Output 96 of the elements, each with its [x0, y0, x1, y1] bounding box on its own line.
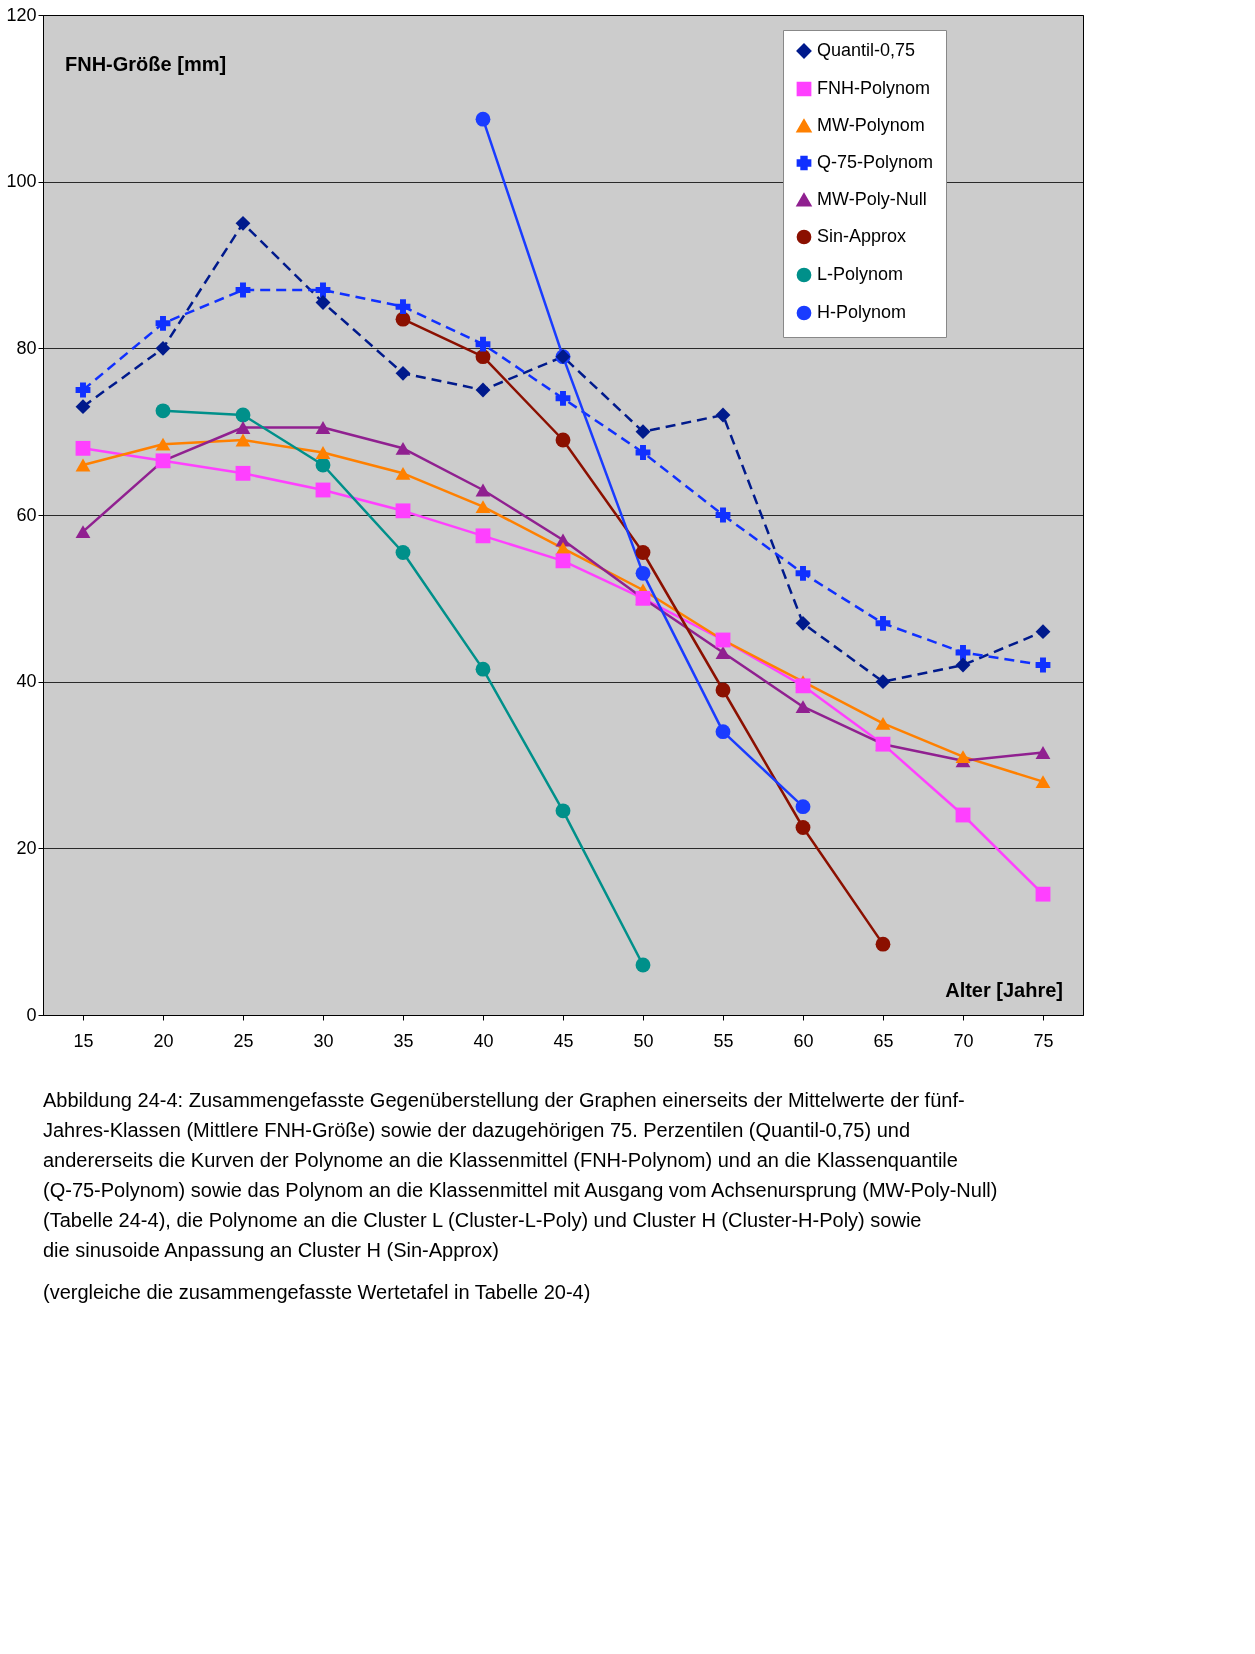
legend-label: Sin-Approx	[817, 226, 907, 246]
point	[235, 407, 251, 423]
point	[955, 657, 971, 673]
x-tick-label: 45	[553, 1030, 574, 1051]
point	[635, 565, 651, 581]
x-tick-label: 70	[953, 1030, 974, 1051]
point	[475, 111, 491, 127]
point	[75, 399, 91, 415]
legend-label: H-Polynom	[817, 302, 907, 322]
point	[155, 315, 171, 331]
point	[75, 440, 91, 456]
point	[715, 682, 731, 698]
point	[795, 799, 811, 815]
point	[75, 382, 91, 398]
point	[955, 750, 971, 764]
point	[795, 820, 811, 835]
point	[1035, 775, 1051, 789]
point	[555, 390, 571, 406]
point	[875, 936, 891, 952]
text: (vergleiche die zusammengefasste Wertetafel in Tabelle 20-4)	[43, 1281, 591, 1303]
legend-label: Quantil-0,75	[817, 40, 916, 60]
point	[795, 565, 811, 581]
point	[75, 525, 91, 539]
point	[555, 803, 571, 819]
point	[795, 678, 811, 694]
point	[475, 483, 491, 497]
point	[315, 446, 331, 459]
legend-label: L-Polynom	[817, 264, 904, 284]
x-tick-label: 60	[793, 1030, 814, 1051]
point	[395, 441, 411, 455]
point	[715, 646, 731, 659]
legend-label: MW-Poly-Null	[817, 189, 927, 209]
point	[715, 507, 731, 523]
point	[75, 458, 91, 472]
legend-label: MW-Polynom	[817, 115, 925, 135]
text: Abbildung 24-4: Zusammengefasste Gegenüberstellung der Graphen einerseits der Mittelwerte der fünf-Jahres-Klassen (Mittlere FNH-Größe) sowie der dazugehörigen 75. Perzentilen (Quantil-0,75) und andererseits die Kurven der Polynome an die Klassenmittel (FNH-Polynom) und an die Klassenquantile (Q-75-Polynom) sowie das Polynom an die Klassenmittel mit Ausgang vom Achsenursprung (MW-Poly-Null) (Tabelle 24-4), die Polynome an die Cluster L (Cluster-L-Poly) und Cluster H (Cluster-H-Poly) sowie die sinusoide Anpassung an Cluster H (Sin-Approx)	[43, 1089, 998, 1261]
x-tick-label: 55	[713, 1030, 734, 1051]
point	[155, 437, 171, 451]
point	[715, 407, 731, 423]
point	[475, 382, 491, 398]
point	[235, 215, 251, 231]
point	[395, 466, 411, 480]
point	[715, 724, 731, 740]
point	[395, 503, 411, 519]
point	[155, 403, 171, 419]
y-tick-label: 80	[16, 337, 37, 358]
point	[395, 299, 411, 315]
x-tick-label: 30	[313, 1030, 334, 1051]
x-axis-title: Alter [Jahre]	[945, 979, 1063, 1001]
point	[395, 311, 411, 327]
point	[235, 421, 251, 434]
point	[395, 545, 411, 560]
point	[635, 957, 651, 973]
point	[875, 674, 891, 690]
point	[635, 424, 651, 440]
y-tick-label: 0	[26, 1004, 37, 1025]
x-tick-label: 75	[1033, 1030, 1054, 1051]
x-tick-label: 65	[873, 1030, 894, 1051]
point	[635, 445, 651, 460]
point	[475, 500, 491, 514]
x-tick-label: 15	[73, 1030, 94, 1051]
point	[235, 433, 251, 447]
x-tick-label: 20	[153, 1030, 174, 1051]
point	[235, 282, 251, 298]
point	[1035, 746, 1051, 759]
point	[155, 340, 171, 356]
point	[475, 528, 491, 544]
y-tick-label: 100	[6, 171, 37, 192]
y-tick-label: 120	[6, 4, 37, 25]
point	[875, 716, 891, 730]
x-tick-label: 25	[233, 1030, 254, 1051]
point	[555, 432, 571, 448]
point	[315, 421, 331, 434]
point	[795, 700, 811, 714]
point	[875, 615, 891, 631]
y-tick-label: 40	[16, 671, 37, 692]
x-tick-label: 40	[473, 1030, 494, 1051]
x-tick-label: 35	[393, 1030, 414, 1051]
point	[395, 365, 411, 381]
legend-label: FNH-Polynom	[817, 78, 931, 98]
y-tick-label: 60	[16, 504, 37, 525]
point	[475, 661, 491, 677]
y-axis-title: FNH-Größe [mm]	[65, 53, 227, 75]
point	[555, 553, 571, 569]
point	[1035, 624, 1051, 640]
point	[315, 457, 331, 473]
point	[795, 615, 811, 631]
point	[475, 336, 491, 352]
point	[315, 282, 331, 298]
point	[1035, 886, 1051, 902]
x-tick-label: 50	[633, 1030, 654, 1051]
point	[635, 545, 651, 560]
point	[235, 465, 251, 481]
y-tick-label: 20	[16, 837, 37, 858]
point	[1035, 657, 1051, 673]
legend-label: Q-75-Polynom	[817, 152, 934, 172]
